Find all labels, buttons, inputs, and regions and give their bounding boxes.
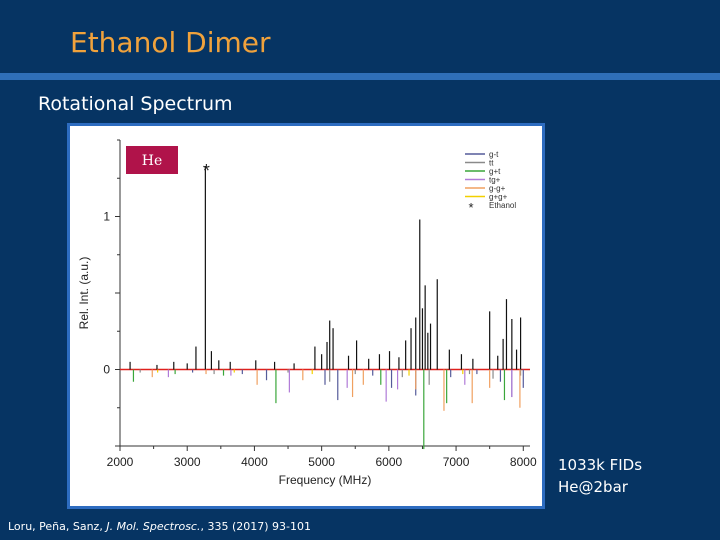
he-badge-box	[126, 146, 178, 174]
citation: Loru, Peña, Sanz, J. Mol. Spectrosc., 33…	[8, 520, 311, 533]
he-badge-label: He	[142, 153, 163, 169]
x-tick-label: 7000	[443, 455, 470, 469]
he-badge: He	[126, 146, 178, 174]
citation-details: , 335 (2017) 93-101	[200, 520, 312, 533]
x-axis-label: Frequency (MHz)	[279, 473, 372, 487]
x-tick-label: 4000	[241, 455, 268, 469]
slide-title: Ethanol Dimer	[70, 26, 271, 59]
legend-label: g-t	[489, 150, 499, 159]
fid-count: 1033k FIDs	[558, 456, 643, 474]
observed-lines: *	[129, 161, 522, 370]
slide-subtitle: Rotational Spectrum	[38, 93, 233, 115]
legend-label: tt	[489, 159, 494, 168]
plot-background	[70, 126, 542, 506]
chart-frame: 2000 3000 4000 5000 6000 7000 8000 0 1 Frequency …	[67, 123, 545, 509]
legend-label: tg+	[489, 176, 501, 185]
pressure-condition: He@2bar	[558, 478, 628, 496]
x-tick-label: 2000	[107, 455, 134, 469]
simulated-lines	[132, 369, 524, 450]
legend-label: g-g+	[489, 184, 506, 193]
y-tick-label: 1	[103, 210, 110, 224]
x-tick-label: 3000	[174, 455, 201, 469]
y-tick-label: 0	[103, 363, 110, 377]
axes-group: 2000 3000 4000 5000 6000 7000 8000 0 1 Frequency …	[77, 139, 537, 487]
legend-label: g+g+	[489, 193, 508, 202]
citation-authors: Loru, Peña, Sanz,	[8, 520, 107, 533]
spectrum-chart: 2000 3000 4000 5000 6000 7000 8000 0 1 Frequency …	[70, 126, 542, 506]
x-tick-label: 5000	[308, 455, 335, 469]
legend-label: g+t	[489, 167, 501, 176]
measurement-note: 1033k FIDs He@2bar	[558, 454, 642, 498]
title-rule	[0, 73, 720, 80]
legend-marker: *	[468, 200, 473, 215]
legend-label: Ethanol	[489, 201, 516, 210]
citation-journal: J. Mol. Spectrosc.	[106, 520, 201, 533]
x-tick-label: 6000	[376, 455, 403, 469]
ethanol-star-marker: *	[203, 161, 210, 181]
y-axis-label: Rel. Int. (a.u.)	[77, 257, 91, 330]
x-tick-label: 8000	[510, 455, 537, 469]
